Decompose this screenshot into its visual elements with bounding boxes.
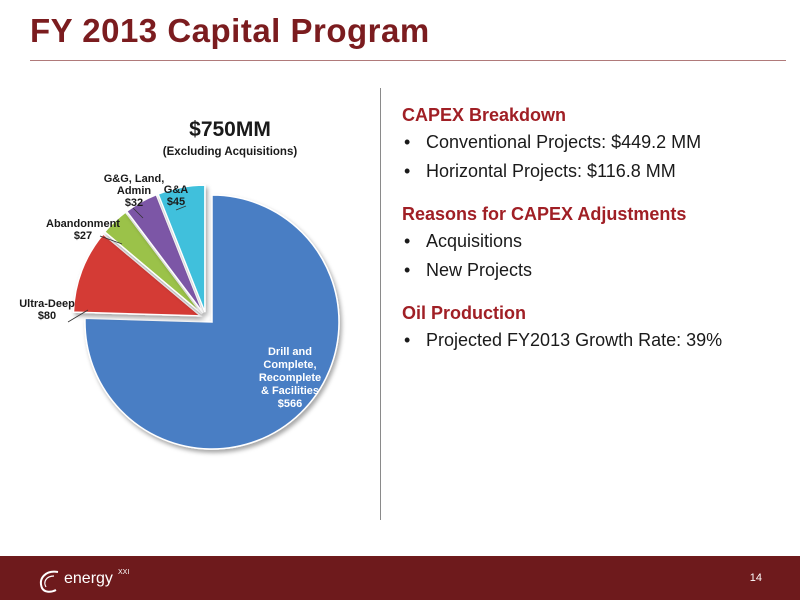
page-number: 14 — [749, 572, 762, 584]
bullet-item: Acquisitions — [402, 231, 792, 252]
slice-label: Abandonment $27 — [38, 218, 128, 242]
slice-label: G&G, Land, Admin $32 — [92, 173, 176, 209]
footer-bar: energy XXI 14 — [0, 556, 800, 600]
slice-label-line: $27 — [73, 230, 93, 242]
section-heading: CAPEX Breakdown — [402, 105, 567, 125]
section-oil-production: Oil Production Projected FY2013 Growth R… — [402, 303, 792, 351]
chart-subtitle: (Excluding Acquisitions) — [162, 146, 298, 158]
slice-label-line: Ultra-Deep — [19, 298, 75, 310]
slice-label-line: Complete, — [263, 359, 317, 371]
title-underline — [30, 60, 786, 61]
slice-label-line: G&G, Land, — [103, 173, 165, 185]
slice-label-line: Admin — [116, 185, 152, 197]
section-capex-breakdown: CAPEX Breakdown Conventional Projects: $… — [402, 105, 792, 182]
slide-title: FY 2013 Capital Program — [30, 12, 430, 49]
leader-line — [67, 309, 89, 323]
slice-label: G&A $45 — [152, 184, 200, 208]
pie-slice — [84, 194, 340, 450]
bullet-item: Conventional Projects: $449.2 MM — [402, 132, 792, 153]
logo-swoosh-icon — [40, 570, 59, 593]
leader-line — [132, 207, 144, 219]
capex-notes: CAPEX Breakdown Conventional Projects: $… — [402, 105, 792, 373]
pie-chart-svg — [67, 184, 340, 450]
slice-label-line: Drill and — [267, 346, 312, 358]
chart-title: $750MM — [189, 118, 271, 141]
slice-label-line: Recomplete — [258, 372, 322, 384]
bullet-item: Horizontal Projects: $116.8 MM — [402, 161, 792, 182]
section-heading: Oil Production — [402, 303, 526, 323]
leader-line — [99, 235, 123, 245]
slice-label-line: $566 — [277, 398, 303, 410]
slice-label-line: $45 — [166, 196, 186, 208]
slice-label: Ultra-Deep $80 — [8, 298, 86, 322]
pie-slice — [157, 184, 206, 313]
slice-label: Drill and Complete, Recomplete & Facilities… — [250, 346, 330, 411]
logo-wordmark: energy — [64, 570, 113, 587]
slice-label-line: $80 — [37, 310, 57, 322]
slice-label-line: Abandonment — [46, 218, 120, 230]
pie-slice — [103, 211, 203, 315]
section-heading: Reasons for CAPEX Adjustments — [402, 204, 687, 224]
column-divider — [380, 88, 381, 520]
pie-chart: $750MM (Excluding Acquisitions) Drill an… — [0, 100, 380, 520]
slice-label-line: G&A — [163, 184, 189, 196]
bullet-item: Projected FY2013 Growth Rate: 39% — [402, 330, 792, 351]
slice-label-line: $32 — [124, 197, 144, 209]
bullet-item: New Projects — [402, 260, 792, 281]
leader-line — [175, 205, 187, 211]
logo-superscript: XXI — [118, 569, 130, 576]
slice-label-line: & Facilities — [260, 385, 320, 397]
company-logo: energy XXI — [36, 568, 146, 594]
section-capex-adjustments: Reasons for CAPEX Adjustments Acquisitio… — [402, 204, 792, 281]
pie-slice — [125, 193, 204, 314]
